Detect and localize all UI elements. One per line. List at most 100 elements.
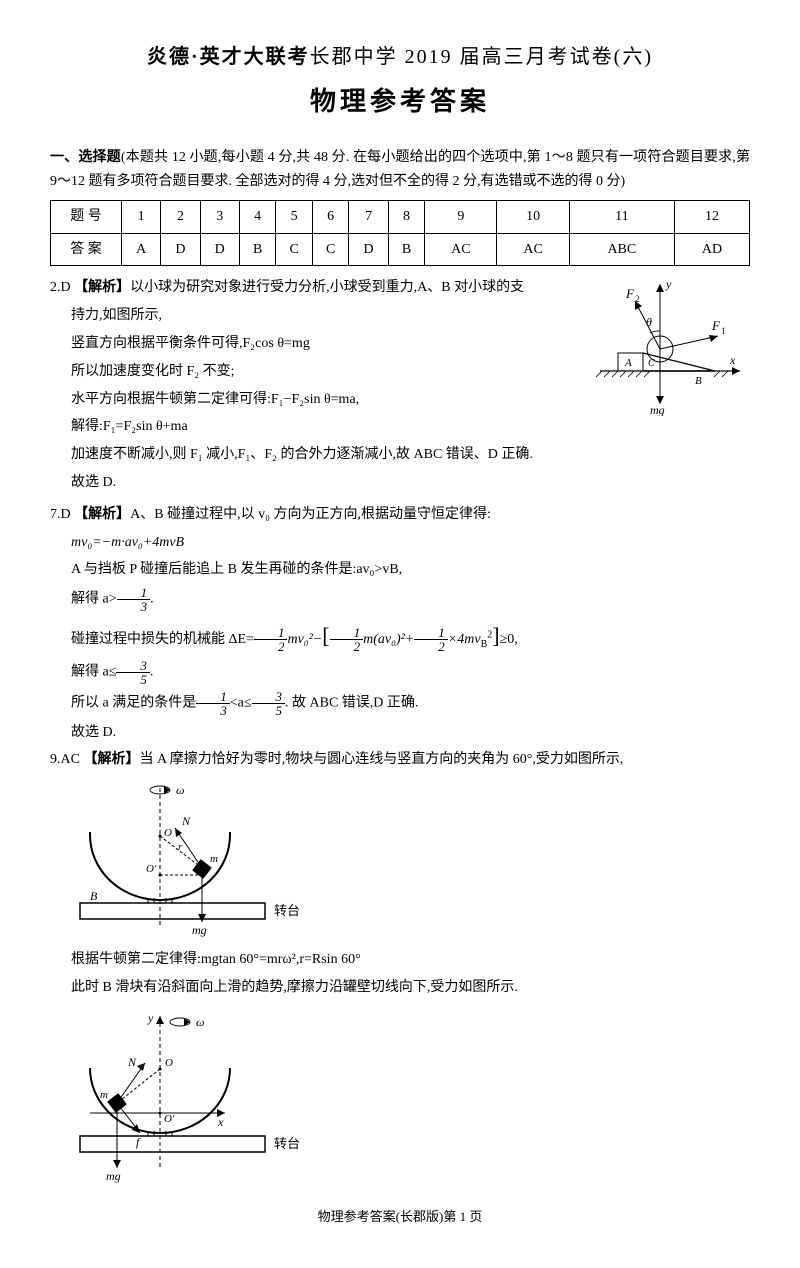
table-cell: 4 [239,200,276,233]
q9-figure-1: ω 转台 B O O′ r m N mg [50,780,750,940]
table-cell: C [312,233,349,266]
q9-text: 当 A 摩擦力恰好为零时,物块与圆心连线与竖直方向的夹角为 60°,受力如图所示… [139,752,623,767]
svg-text:C: C [648,358,655,369]
svg-text:F: F [625,286,635,301]
table-cell: 8 [388,200,425,233]
svg-text:y: y [147,1011,154,1025]
title-line-2: 物理参考答案 [50,80,750,124]
q2-line: 解得:F₁=F₂sin θ+ma [50,415,750,439]
q7-tag: 【解析】 [74,507,130,522]
q7-block: 7.D 【解析】A、B 碰撞过程中,以 v₀ 方向为正方向,根据动量守恒定律得:… [50,503,750,745]
table-row: 题 号 1 2 3 4 5 6 7 8 9 10 11 12 [51,200,750,233]
q2-num: 2.D [50,280,71,295]
table-cell: 11 [569,200,674,233]
table-cell: 10 [497,200,569,233]
section-1-desc: (本题共 12 小题,每小题 4 分,共 48 分. 在每小题给出的四个选项中,… [50,150,750,189]
fraction: 35 [252,690,286,717]
svg-text:θ: θ [646,315,652,329]
svg-text:N: N [127,1055,137,1069]
svg-text:O: O [164,827,172,839]
q7-line: 7.D 【解析】A、B 碰撞过程中,以 v₀ 方向为正方向,根据动量守恒定律得: [50,503,750,527]
table-cell: 1 [122,200,161,233]
table-cell: B [388,233,425,266]
svg-text:O′: O′ [164,1113,175,1125]
table-cell: AC [425,233,497,266]
q7-num: 7.D [50,507,71,522]
q9-line: 9.AC 【解析】当 A 摩擦力恰好为零时,物块与圆心连线与竖直方向的夹角为 6… [50,748,750,772]
svg-text:r: r [178,841,183,853]
fraction: 12 [330,626,364,653]
q2-block: y x F2 F1 θ A C B mg 2.D 【解析】以小球为研究对象进行受… [50,276,750,498]
q7-text: A、B 碰撞过程中,以 v₀ 方向为正方向,根据动量守恒定律得: [130,507,491,522]
title-line-1: 炎德·英才大联考长郡中学 2019 届高三月考试卷(六) [50,40,750,74]
q7-line: 所以 a 满足的条件是13<a≤35. 故 ABC 错误,D 正确. [50,690,750,717]
svg-text:转台: 转台 [274,1136,300,1151]
q7-line: 碰撞过程中损失的机械能 ΔE=12mv₀²−[12m(av₀)²+12×4mvB… [50,617,750,654]
q9-line: 此时 B 滑块有沿斜面向上滑的趋势,摩擦力沿罐壁切线向下,受力如图所示. [50,976,750,1000]
table-cell: 6 [312,200,349,233]
q7-line: mv₀=−m·av₀+4mvB [50,531,750,555]
svg-text:B: B [90,889,98,903]
svg-text:1: 1 [721,326,726,336]
svg-text:N: N [181,814,191,828]
table-cell: B [239,233,276,266]
q7-line: 解得 a≤35. [50,659,750,686]
svg-text:m: m [100,1089,108,1101]
table-cell: ABC [569,233,674,266]
svg-text:mg: mg [650,403,665,416]
table-cell: 9 [425,200,497,233]
svg-text:m: m [210,853,218,865]
section-1-head: 一、选择题(本题共 12 小题,每小题 4 分,共 48 分. 在每小题给出的四… [50,146,750,194]
svg-text:B: B [695,375,702,387]
svg-text:2: 2 [635,294,640,304]
table-cell: D [200,233,239,266]
svg-text:y: y [665,277,672,291]
fraction: 12 [414,626,448,653]
svg-text:x: x [217,1115,224,1129]
svg-text:ω: ω [196,1015,204,1029]
table-cell: 5 [276,200,313,233]
fraction: 13 [196,690,230,717]
table-cell: 3 [200,200,239,233]
fraction: 13 [117,586,151,613]
q2-figure: y x F2 F1 θ A C B mg [580,276,750,416]
q9-tag: 【解析】 [83,752,139,767]
q7-line: 故选 D. [50,721,750,745]
svg-text:F: F [711,318,721,333]
svg-text:mg: mg [106,1169,121,1183]
svg-text:转台: 转台 [274,903,300,918]
title-rest: 长郡中学 2019 届高三月考试卷(六) [310,46,653,68]
q2-line: 加速度不断减小,则 F₁ 减小,F₁、F₂ 的合外力逐渐减小,故 ABC 错误、… [50,443,750,467]
title-bold: 炎德·英才大联考 [147,46,310,68]
q9-block: 9.AC 【解析】当 A 摩擦力恰好为零时,物块与圆心连线与竖直方向的夹角为 6… [50,748,750,1187]
q2-tag: 【解析】 [74,280,130,295]
q9-num: 9.AC [50,752,80,767]
table-cell: C [276,233,313,266]
table-cell: 7 [349,200,388,233]
svg-text:O: O [165,1057,173,1069]
table-cell: A [122,233,161,266]
q2-text: 以小球为研究对象进行受力分析,小球受到重力,A、B 对小球的支 [130,280,524,295]
svg-text:f: f [136,1135,141,1149]
table-cell: 2 [161,200,200,233]
table-cell: 12 [674,200,749,233]
table-row2-label: 答 案 [51,233,122,266]
q2-line: 故选 D. [50,471,750,495]
q7-line: A 与挡板 P 碰撞后能追上 B 发生再碰的条件是:av₀>vB, [50,558,750,582]
svg-text:ω: ω [176,783,184,797]
fraction: 12 [254,626,288,653]
page-footer: 物理参考答案(长郡版)第 1 页 [50,1206,750,1228]
table-cell: D [161,233,200,266]
svg-text:O′: O′ [146,863,157,875]
q9-figure-2: y ω 转台 O O′ x m N f [50,1008,750,1188]
table-cell: D [349,233,388,266]
section-1-lead: 一、选择题 [50,150,121,165]
q7-line: 解得 a>13. [50,586,750,613]
svg-text:x: x [729,353,736,367]
svg-text:A: A [624,357,632,369]
q9-line: 根据牛顿第二定律得:mgtan 60°=mrω²,r=Rsin 60° [50,948,750,972]
answer-table: 题 号 1 2 3 4 5 6 7 8 9 10 11 12 答 案 A D D… [50,200,750,267]
fraction: 35 [116,659,150,686]
table-cell: AD [674,233,749,266]
table-cell: AC [497,233,569,266]
